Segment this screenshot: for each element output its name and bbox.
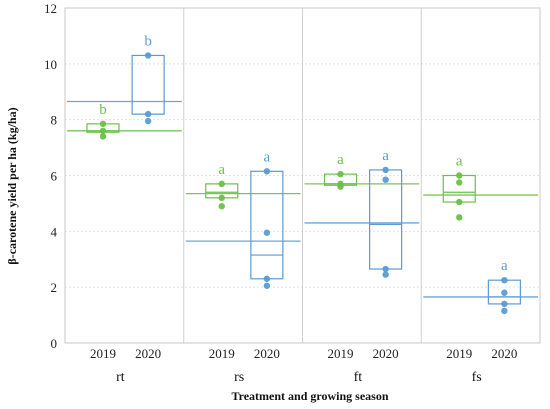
y-tick-label: 4 bbox=[51, 224, 58, 239]
data-point bbox=[501, 307, 508, 315]
data-point bbox=[99, 133, 107, 140]
y-tick-label: 8 bbox=[51, 113, 58, 128]
point-layer bbox=[99, 52, 508, 315]
data-point bbox=[263, 168, 271, 175]
x-axis-title: Treatment and growing season bbox=[231, 389, 388, 403]
group-label: rt bbox=[116, 370, 125, 385]
data-point bbox=[218, 203, 225, 210]
data-point bbox=[218, 180, 225, 188]
box-layer bbox=[86, 54, 521, 305]
group-label: rs bbox=[234, 370, 244, 385]
plot-frame bbox=[64, 7, 541, 344]
data-point bbox=[501, 276, 508, 284]
data-point bbox=[263, 282, 271, 289]
x-tick-label: 2020 bbox=[491, 346, 517, 361]
data-point bbox=[456, 214, 463, 221]
data-point bbox=[501, 300, 508, 308]
y-axis-title: β-carotene yield per ha (kg/ha) bbox=[5, 107, 19, 264]
data-point bbox=[263, 229, 271, 236]
data-point bbox=[218, 194, 225, 202]
group-label: ft bbox=[354, 370, 363, 385]
significance-letter: a bbox=[337, 152, 344, 168]
significance-letter: b bbox=[144, 33, 152, 49]
x-tick-label: 2019 bbox=[446, 346, 472, 361]
x-tick-label: 2020 bbox=[254, 346, 280, 361]
y-tick-label: 6 bbox=[51, 169, 58, 184]
data-point bbox=[501, 289, 508, 296]
y-tick-label: 12 bbox=[44, 1, 57, 16]
box-ft-2020 bbox=[369, 169, 403, 270]
box-rt-2020 bbox=[131, 54, 165, 115]
data-point bbox=[382, 176, 389, 183]
data-point bbox=[382, 166, 389, 174]
data-point bbox=[144, 52, 152, 59]
data-point bbox=[456, 172, 463, 179]
x-tick-label: 2019 bbox=[328, 346, 354, 361]
data-point bbox=[456, 179, 463, 186]
y-tick-label: 0 bbox=[51, 336, 58, 351]
data-point bbox=[144, 110, 152, 118]
data-point bbox=[382, 265, 389, 273]
significance-letter: a bbox=[218, 162, 225, 178]
letter-layer: b b a a a a a a bbox=[99, 33, 508, 274]
significance-letter: a bbox=[382, 148, 389, 164]
y-tick-label: 10 bbox=[44, 57, 57, 72]
data-point bbox=[99, 120, 107, 128]
x-tick-label: 2020 bbox=[373, 346, 399, 361]
data-point bbox=[144, 117, 152, 125]
data-point bbox=[337, 170, 344, 178]
x-tick-label: 2019 bbox=[209, 346, 235, 361]
data-point bbox=[382, 271, 389, 278]
x-tick-label: 2019 bbox=[90, 346, 116, 361]
x-tick-label: 2020 bbox=[135, 346, 161, 361]
data-point bbox=[263, 275, 271, 282]
data-point bbox=[456, 198, 463, 206]
data-point bbox=[337, 180, 344, 188]
significance-letter: b bbox=[99, 102, 107, 118]
data-point bbox=[99, 127, 107, 135]
significance-letter: a bbox=[264, 149, 271, 165]
box-rs-2020 bbox=[250, 170, 284, 280]
group-label: fs bbox=[472, 370, 482, 385]
y-tick-label: 2 bbox=[51, 280, 58, 295]
significance-letter: a bbox=[501, 258, 508, 274]
significance-letter: a bbox=[456, 154, 463, 170]
